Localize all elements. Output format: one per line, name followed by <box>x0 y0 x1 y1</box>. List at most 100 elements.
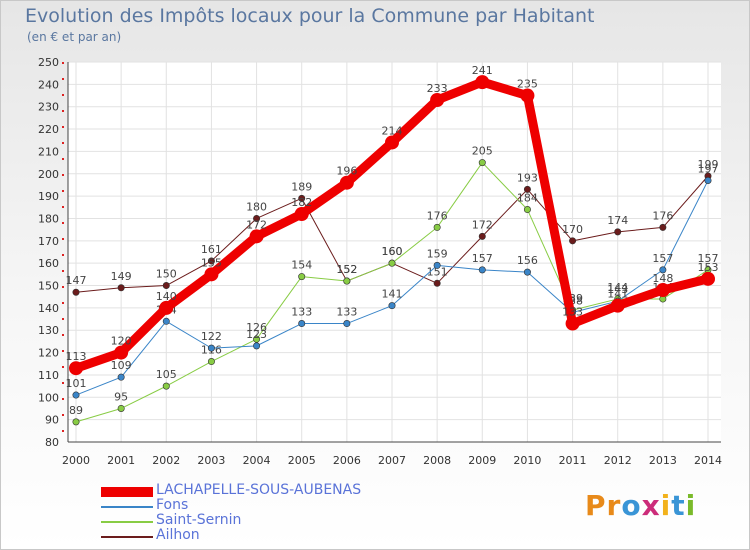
data-label-3: 180 <box>246 200 267 213</box>
data-label-1: 159 <box>427 247 448 260</box>
y-tick-label: 110 <box>38 369 59 382</box>
y-tick-label: 120 <box>38 347 59 360</box>
logo-letter: x <box>641 489 661 522</box>
data-label-2: 95 <box>114 390 128 403</box>
series-point-2 <box>207 358 215 366</box>
series-point-3 <box>253 214 261 222</box>
data-label-3: 160 <box>382 245 403 258</box>
x-tick-label: 2012 <box>604 454 632 467</box>
series-point-0 <box>520 88 535 103</box>
data-label-0: 196 <box>336 165 357 178</box>
series-point-2 <box>343 277 351 285</box>
data-label-2: 205 <box>472 145 493 158</box>
series-point-0 <box>339 175 354 190</box>
series-point-0 <box>204 267 219 282</box>
data-label-2: 105 <box>156 368 177 381</box>
series-point-1 <box>704 176 712 184</box>
x-tick-label: 2007 <box>378 454 406 467</box>
series-point-2 <box>523 206 531 214</box>
y-tick-label: 80 <box>45 436 59 449</box>
data-label-1: 141 <box>382 288 403 301</box>
x-tick-label: 2000 <box>62 454 90 467</box>
logo-letter: i <box>660 489 672 522</box>
data-label-1: 109 <box>111 359 132 372</box>
data-label-3: 193 <box>517 171 538 184</box>
series-point-3 <box>569 237 577 245</box>
logo-letter: r <box>606 489 622 522</box>
series-point-0 <box>701 271 715 286</box>
y-tick-label: 200 <box>38 168 59 181</box>
series-point-3 <box>523 185 531 193</box>
data-label-2: 176 <box>427 209 448 222</box>
series-point-1 <box>659 266 667 274</box>
series-point-0 <box>565 316 580 331</box>
data-label-0: 172 <box>246 218 267 231</box>
series-point-3 <box>117 284 125 292</box>
logo-letter: t <box>671 489 686 522</box>
data-label-3: 152 <box>336 263 357 276</box>
data-label-1: 122 <box>201 330 222 343</box>
series-point-1 <box>162 317 170 325</box>
data-label-3: 189 <box>291 180 312 193</box>
series-point-3 <box>72 288 80 296</box>
logo-letter: o <box>621 489 642 522</box>
data-label-0: 141 <box>607 288 628 301</box>
data-label-2: 89 <box>69 404 83 417</box>
y-tick-label: 150 <box>38 280 59 293</box>
data-label-0: 133 <box>562 306 583 319</box>
x-tick-label: 2006 <box>333 454 361 467</box>
series-point-1 <box>388 302 396 310</box>
x-tick-label: 2003 <box>197 454 225 467</box>
series-point-0 <box>114 345 129 360</box>
x-tick-label: 2002 <box>152 454 180 467</box>
data-label-3: 150 <box>156 268 177 281</box>
y-tick-label: 220 <box>38 123 59 136</box>
x-tick-label: 2004 <box>243 454 271 467</box>
series-point-3 <box>478 232 486 240</box>
legend-swatch-fons <box>101 506 153 508</box>
x-tick-label: 2013 <box>649 454 677 467</box>
series-point-1 <box>433 261 441 269</box>
data-label-3: 161 <box>201 243 222 256</box>
data-label-0: 233 <box>427 82 448 95</box>
data-label-3: 149 <box>111 270 132 283</box>
data-label-2: 157 <box>698 252 719 265</box>
data-label-0: 182 <box>291 196 312 209</box>
series-point-3 <box>433 279 441 287</box>
y-tick-label: 210 <box>38 145 59 158</box>
logo-letter: i <box>685 489 697 522</box>
series-point-0 <box>610 298 625 313</box>
y-tick-label: 100 <box>38 391 59 404</box>
series-point-1 <box>253 342 261 350</box>
series-point-0 <box>249 229 264 244</box>
data-label-1: 133 <box>291 306 312 319</box>
proxiti-logo: Proxiti <box>585 489 696 522</box>
data-label-3: 170 <box>562 223 583 236</box>
data-label-1: 123 <box>246 328 267 341</box>
x-tick-label: 2008 <box>423 454 451 467</box>
series-point-1 <box>343 320 351 328</box>
data-label-1: 101 <box>66 377 87 390</box>
series-point-0 <box>294 207 309 221</box>
data-label-0: 140 <box>156 290 177 303</box>
series-point-3 <box>298 194 306 202</box>
data-label-3: 172 <box>472 218 493 231</box>
data-label-0: 148 <box>652 272 673 285</box>
y-tick-label: 180 <box>38 212 59 225</box>
x-tick-label: 2010 <box>513 454 541 467</box>
data-label-0: 113 <box>66 350 87 363</box>
data-label-2: 126 <box>246 321 267 334</box>
data-label-0: 153 <box>698 261 719 274</box>
data-label-3: 174 <box>607 214 628 227</box>
x-tick-label: 2005 <box>288 454 316 467</box>
data-label-3: 176 <box>652 209 673 222</box>
data-label-2: 154 <box>291 259 312 272</box>
data-label-2: 152 <box>336 263 357 276</box>
plot-area <box>68 62 721 442</box>
legend-swatch-saint-sernin <box>101 521 153 523</box>
series-point-0 <box>655 283 670 297</box>
legend-label: Saint-Sernin <box>156 512 242 528</box>
series-point-2 <box>478 159 486 167</box>
series-point-0 <box>385 135 399 150</box>
